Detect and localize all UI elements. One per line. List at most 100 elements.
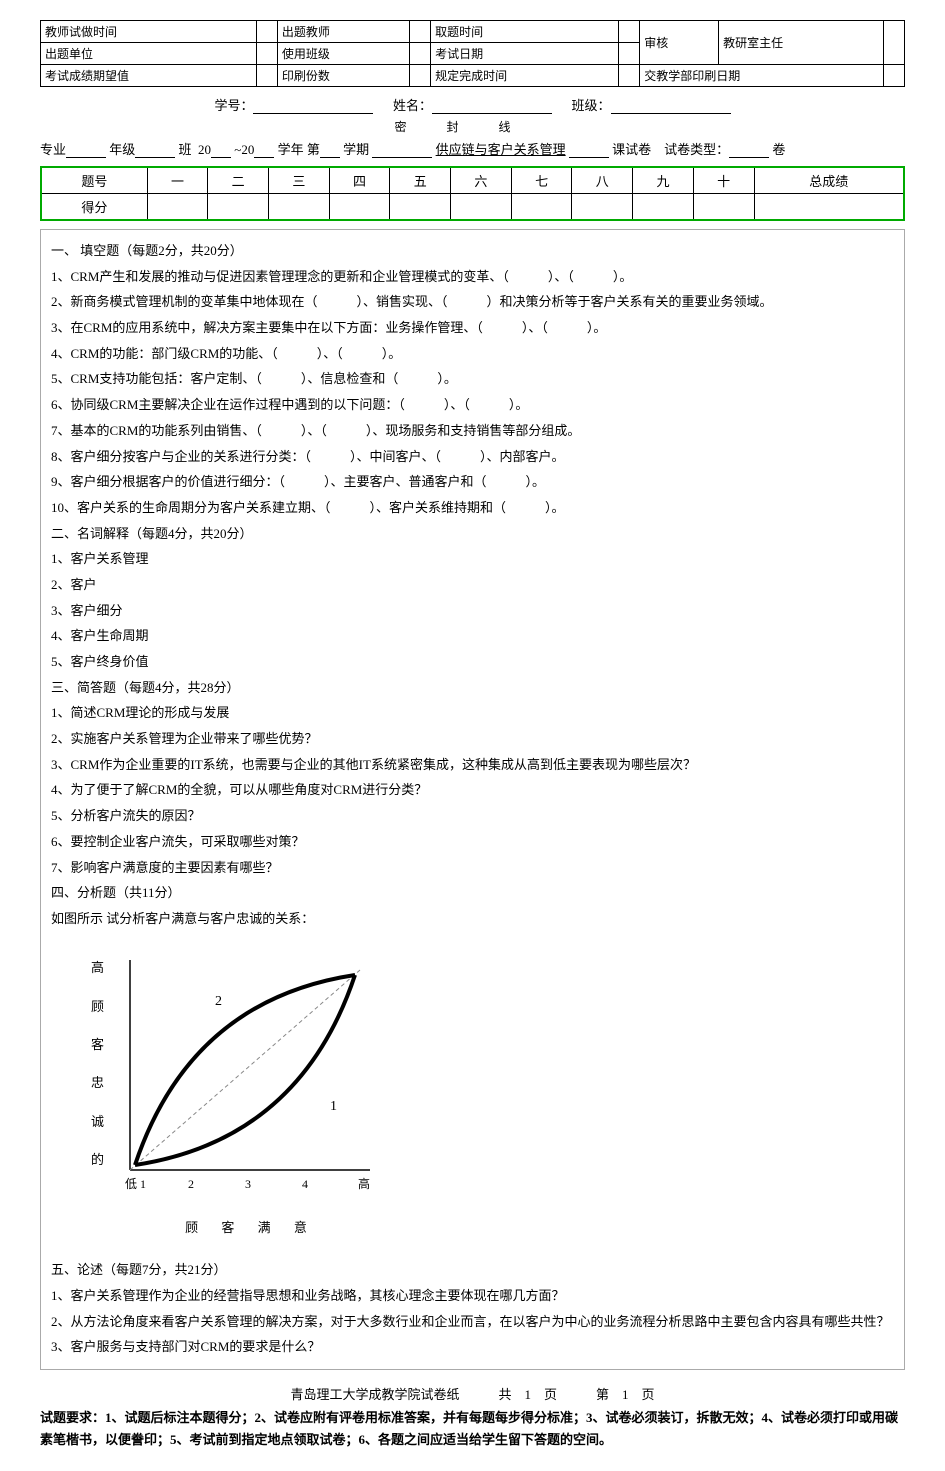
td-defen: 得分 xyxy=(41,194,147,221)
student-info-row: 学号： 姓名： 班级： xyxy=(40,95,905,114)
cell-empty xyxy=(619,65,640,87)
svg-text:低 1: 低 1 xyxy=(125,1177,146,1191)
th-tihao: 题号 xyxy=(41,167,147,194)
q: 2、客户 xyxy=(51,573,894,598)
cell: 交教学部印刷日期 xyxy=(640,65,884,87)
section-3: 三、简答题（每题4分，共28分） xyxy=(51,676,894,701)
curve-label-1: 1 xyxy=(330,1099,337,1114)
y-char: 客 xyxy=(91,1033,104,1058)
q: 6、协同级CRM主要解决企业在运作过程中遇到的以下问题：（ ）、（ ）。 xyxy=(51,393,894,418)
q: 4、CRM的功能：部门级CRM的功能、（ ）、（ ）。 xyxy=(51,342,894,367)
cell: 出题教师 xyxy=(277,21,409,43)
y-char: 高 xyxy=(91,956,104,981)
footer: 青岛理工大学成教学院试卷纸 共 1 页 第 1 页 试题要求：1、试题后标注本题… xyxy=(40,1384,905,1451)
cell: 审核 xyxy=(640,21,719,65)
y-char: 忠 xyxy=(91,1071,104,1096)
td-empty xyxy=(754,194,904,221)
q: 3、CRM作为企业重要的IT系统，也需要与企业的其他IT系统紧密集成，这种集成从… xyxy=(51,753,894,778)
th-zong: 总成绩 xyxy=(754,167,904,194)
seal-line: 密封线 xyxy=(40,118,905,135)
cell-empty xyxy=(410,21,431,43)
section-4: 四、分析题（共11分） xyxy=(51,881,894,906)
q: 2、从方法论角度来看客户关系管理的解决方案，对于大多数行业和企业而言，在以客户为… xyxy=(51,1310,894,1335)
label-xingming: 姓名： xyxy=(393,95,432,114)
svg-text:2: 2 xyxy=(188,1177,194,1191)
td-empty xyxy=(633,194,694,221)
label: 专业 xyxy=(40,142,66,157)
th: 四 xyxy=(329,167,390,194)
xian: 线 xyxy=(499,120,551,134)
th: 九 xyxy=(633,167,694,194)
q: 8、客户细分按客户与企业的关系进行分类：（ ）、中间客户、（ ）、内部客户。 xyxy=(51,445,894,470)
course-name: 供应链与客户关系管理 xyxy=(436,142,566,157)
cell-empty xyxy=(410,43,431,65)
cell: 出题单位 xyxy=(41,43,257,65)
td-empty xyxy=(511,194,572,221)
footer-title: 青岛理工大学成教学院试卷纸 共 1 页 第 1 页 xyxy=(40,1384,905,1403)
q: 如图所示 试分析客户满意与客户忠诚的关系： xyxy=(51,907,894,932)
q: 3、在CRM的应用系统中，解决方案主要集中在以下方面：业务操作管理、（ ）、（ … xyxy=(51,316,894,341)
svg-text:3: 3 xyxy=(245,1177,251,1191)
th: 一 xyxy=(147,167,208,194)
section-5: 五、论述（每题7分，共21分） xyxy=(51,1258,894,1283)
th: 五 xyxy=(390,167,451,194)
blank xyxy=(135,142,175,158)
q: 2、实施客户关系管理为企业带来了哪些优势？ xyxy=(51,727,894,752)
label: 学期 xyxy=(343,142,369,157)
label: 卷 xyxy=(772,142,785,157)
x-axis-label: 顾 客 满 意 xyxy=(121,1216,381,1241)
cell-empty xyxy=(619,21,640,43)
chart-svg: 1 2 低 1 2 3 4 高 xyxy=(110,950,390,1210)
label: ~20 xyxy=(234,142,254,157)
th: 六 xyxy=(451,167,512,194)
q: 5、分析客户流失的原因？ xyxy=(51,804,894,829)
cell: 印刷份数 xyxy=(277,65,409,87)
q: 7、影响客户满意度的主要因素有哪些？ xyxy=(51,856,894,881)
curve-label-2: 2 xyxy=(215,994,222,1009)
y-axis-label: 高 顾 客 忠 诚 的 xyxy=(91,950,104,1180)
cell-empty xyxy=(884,21,905,65)
cell: 教师试做时间 xyxy=(41,21,257,43)
cell-empty xyxy=(257,21,278,43)
label-banji: 班级： xyxy=(572,95,611,114)
loyalty-chart: 高 顾 客 忠 诚 的 1 2 低 1 2 xyxy=(91,950,894,1241)
cell: 教研室主任 xyxy=(719,21,884,65)
td-empty xyxy=(572,194,633,221)
y-char: 顾 xyxy=(91,995,104,1020)
section-1: 一、 填空题（每题2分，共20分） xyxy=(51,239,894,264)
blank xyxy=(66,142,106,158)
td-empty xyxy=(390,194,451,221)
q: 10、客户关系的生命周期分为客户关系建立期、（ ）、客户关系维持期和（ ）。 xyxy=(51,496,894,521)
label: 课试卷 xyxy=(612,142,651,157)
th: 七 xyxy=(511,167,572,194)
q: 5、客户终身价值 xyxy=(51,650,894,675)
label: 20 xyxy=(198,142,211,157)
header-table: 教师试做时间 出题教师 取题时间 审核 教研室主任 出题单位 使用班级 考试日期… xyxy=(40,20,905,87)
cell-empty xyxy=(619,43,640,65)
cell-empty xyxy=(410,65,431,87)
cell-empty xyxy=(257,65,278,87)
blank xyxy=(432,98,552,114)
q: 3、客户服务与支持部门对CRM的要求是什么？ xyxy=(51,1335,894,1360)
label: 试卷类型： xyxy=(664,142,729,157)
cell-empty xyxy=(257,43,278,65)
blank xyxy=(211,142,231,158)
cell: 取题时间 xyxy=(431,21,619,43)
th: 三 xyxy=(269,167,330,194)
svg-text:高: 高 xyxy=(358,1176,370,1191)
question-body: 一、 填空题（每题2分，共20分） 1、CRM产生和发展的推动与促进因素管理理念… xyxy=(40,229,905,1370)
score-table: 题号 一 二 三 四 五 六 七 八 九 十 总成绩 得分 xyxy=(40,166,905,221)
td-empty xyxy=(329,194,390,221)
label: 学年 第 xyxy=(278,142,320,157)
td-empty xyxy=(693,194,754,221)
y-char: 诚 xyxy=(91,1110,104,1135)
q: 2、新商务模式管理机制的变革集中地体现在（ ）、销售实现、（ ）和决策分析等于客… xyxy=(51,290,894,315)
th: 十 xyxy=(693,167,754,194)
blank xyxy=(254,142,274,158)
q: 3、客户细分 xyxy=(51,599,894,624)
q: 7、基本的CRM的功能系列由销售、（ ）、（ ）、现场服务和支持销售等部分组成。 xyxy=(51,419,894,444)
cell-empty xyxy=(884,65,905,87)
blank xyxy=(569,142,609,158)
q: 6、要控制企业客户流失，可采取哪些对策？ xyxy=(51,830,894,855)
q: 5、CRM支持功能包括：客户定制、（ ）、信息检查和（ ）。 xyxy=(51,367,894,392)
